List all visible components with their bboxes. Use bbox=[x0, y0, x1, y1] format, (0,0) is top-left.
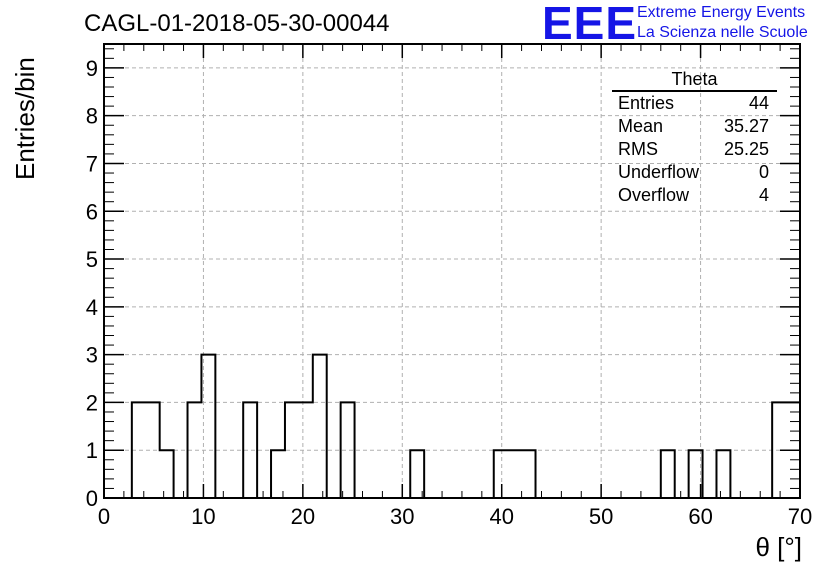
stats-row-overflow: Overflow 4 bbox=[612, 184, 777, 207]
stats-row-rms: RMS 25.25 bbox=[612, 138, 777, 161]
grid-lines bbox=[104, 44, 800, 498]
stats-row-mean: Mean 35.27 bbox=[612, 115, 777, 138]
eee-logo: EEE bbox=[542, 0, 638, 49]
x-tick-label: 60 bbox=[688, 504, 712, 529]
y-tick-label: 7 bbox=[86, 151, 98, 176]
x-tick-label: 10 bbox=[191, 504, 215, 529]
stats-value: 4 bbox=[758, 185, 769, 205]
x-tick-label: 70 bbox=[788, 504, 812, 529]
x-tick-label: 0 bbox=[98, 504, 110, 529]
x-tick-label: 30 bbox=[390, 504, 414, 529]
stats-label: RMS bbox=[618, 139, 658, 159]
x-tick-label: 40 bbox=[489, 504, 513, 529]
stats-row-underflow: Underflow 0 bbox=[612, 161, 777, 184]
x-axis-label: θ [°] bbox=[755, 532, 802, 562]
stats-value: 0 bbox=[758, 162, 769, 182]
y-tick-label: 1 bbox=[86, 438, 98, 463]
stats-label: Entries bbox=[618, 93, 675, 113]
y-tick-label: 5 bbox=[86, 247, 98, 272]
stats-value: 25.25 bbox=[723, 139, 769, 159]
y-tick-label: 0 bbox=[86, 486, 98, 511]
y-tick-label: 4 bbox=[86, 295, 98, 320]
stats-value: 35.27 bbox=[723, 116, 769, 136]
stats-box: Theta Entries 44 Mean 35.27 RMS 25.25 Un… bbox=[612, 68, 777, 207]
y-tick-label: 3 bbox=[86, 343, 98, 368]
logo-caption: Extreme Energy Events La Scienza nelle S… bbox=[637, 3, 808, 43]
plot-frame bbox=[103, 43, 801, 499]
stats-label: Overflow bbox=[618, 185, 690, 205]
chart-title: CAGL-01-2018-05-30-00044 bbox=[84, 10, 390, 37]
stats-label: Mean bbox=[618, 116, 664, 136]
stats-label: Underflow bbox=[618, 162, 700, 182]
y-tick-label: 8 bbox=[86, 104, 98, 129]
x-tick-label: 20 bbox=[291, 504, 315, 529]
stats-row-entries: Entries 44 bbox=[612, 92, 777, 115]
x-tick-label: 50 bbox=[589, 504, 613, 529]
y-axis-label: Entries/bin bbox=[10, 57, 40, 180]
y-tick-label: 2 bbox=[86, 390, 98, 415]
stats-value: 44 bbox=[748, 93, 769, 113]
logo-caption-line1: Extreme Energy Events bbox=[637, 4, 806, 21]
y-tick-label: 9 bbox=[86, 56, 98, 81]
stats-title: Theta bbox=[612, 68, 777, 92]
logo-caption-line2: La Scienza nelle Scuole bbox=[637, 24, 808, 41]
histogram-outline bbox=[104, 353, 801, 499]
y-tick-label: 6 bbox=[86, 199, 98, 224]
